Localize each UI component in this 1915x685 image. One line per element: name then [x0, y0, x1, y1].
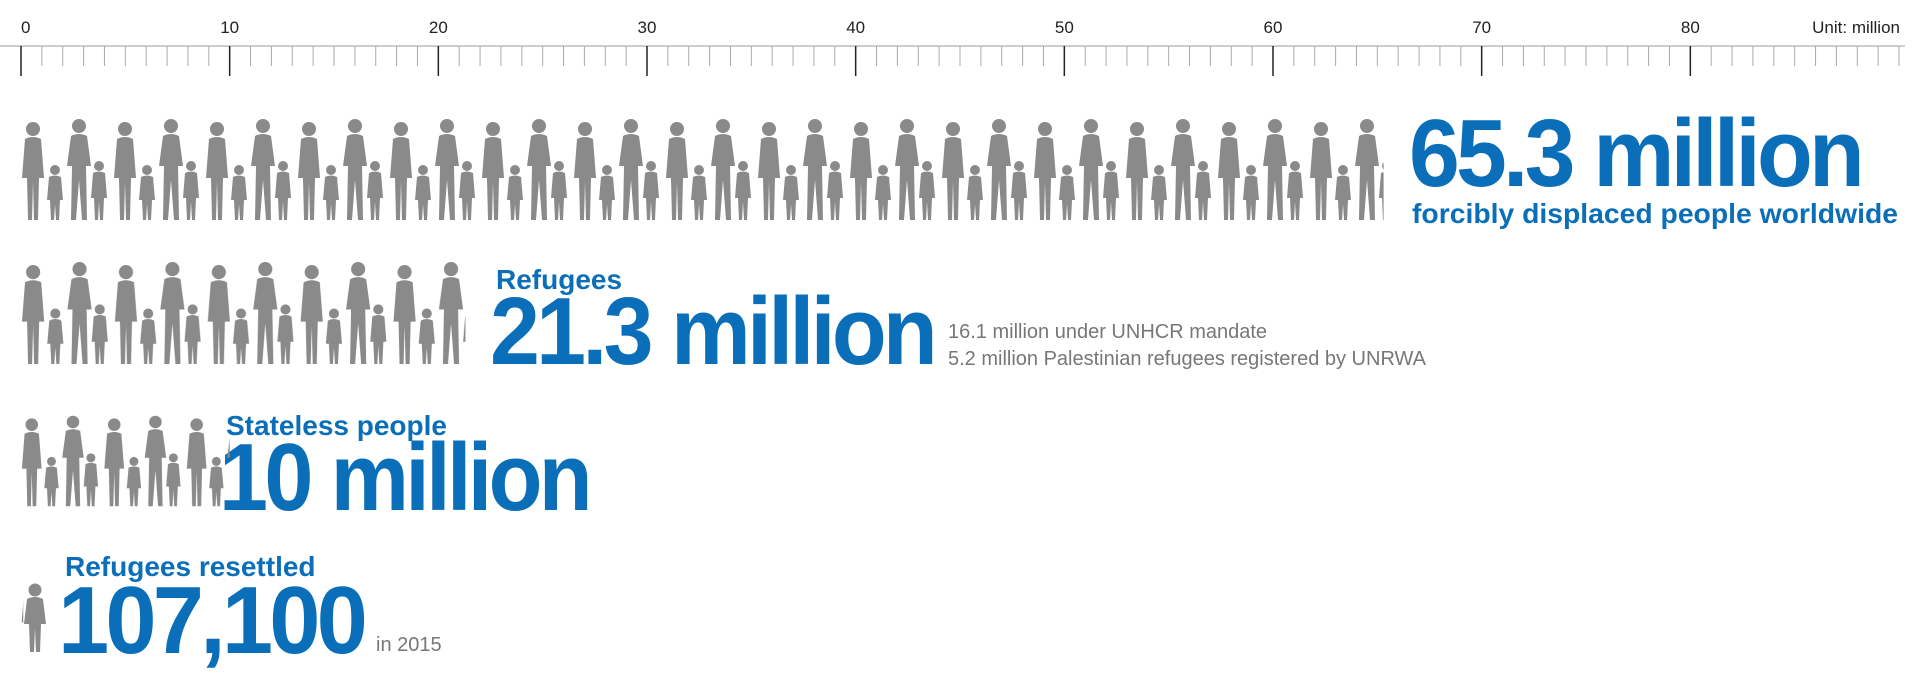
people-bar	[21, 413, 230, 508]
x-tick-label: 40	[846, 18, 865, 37]
caption: forcibly displaced people worldwide	[1412, 198, 1898, 229]
people-bar	[21, 581, 24, 652]
x-tick-label: 10	[220, 18, 239, 37]
note: 16.1 million under UNHCR mandate	[948, 321, 1267, 343]
x-tick-label: 80	[1681, 18, 1700, 37]
value-label: 107,100	[58, 567, 365, 674]
value-label: 21.3 million	[490, 278, 934, 385]
x-tick-label: 60	[1264, 18, 1283, 37]
x-tick-label: 70	[1472, 18, 1491, 37]
note: 5.2 million Palestinian refugees registe…	[948, 348, 1427, 370]
people-bar	[21, 116, 1384, 222]
person-icon	[24, 583, 46, 652]
value-label: 10 million	[219, 424, 589, 531]
row-label: Refugees	[496, 264, 622, 295]
row-label: Stateless people	[226, 410, 447, 441]
people-bar	[21, 259, 466, 366]
row-label: Refugees resettled	[65, 551, 316, 582]
x-tick-label: 50	[1055, 18, 1074, 37]
note: in 2015	[376, 634, 442, 656]
value-label: 65.3 million	[1409, 100, 1861, 207]
x-tick-label: 20	[429, 18, 448, 37]
unit-label: Unit: million	[1812, 18, 1900, 37]
x-tick-label: 30	[638, 18, 657, 37]
x-tick-label: 0	[21, 18, 30, 37]
